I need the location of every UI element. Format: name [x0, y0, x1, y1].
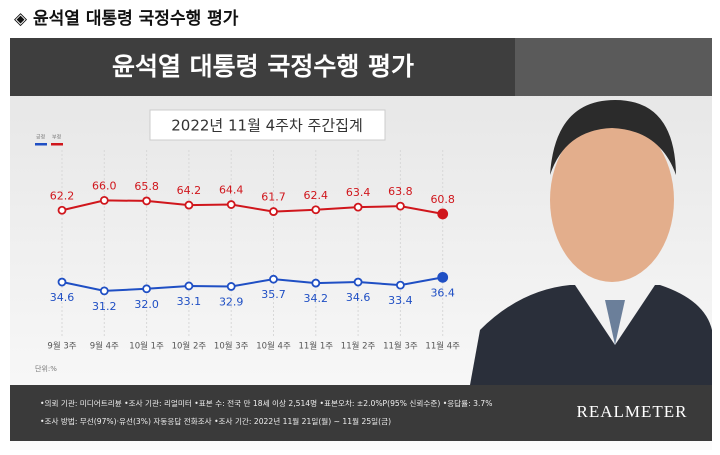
series-line	[61, 276, 443, 292]
point	[269, 274, 278, 284]
point	[269, 207, 278, 216]
point	[437, 208, 449, 220]
x-tick-label: 10월 1주	[129, 341, 164, 352]
x-tick-label: 11월 4주	[425, 341, 460, 352]
point	[226, 282, 236, 291]
title-band-right	[515, 38, 712, 96]
value-label: 31.2	[92, 300, 117, 313]
x-tick-label: 10월 3주	[214, 341, 249, 352]
value-label: 32.9	[219, 295, 244, 308]
x-tick-label: 11월 3주	[383, 341, 418, 352]
footer-band	[10, 385, 712, 441]
point	[311, 278, 321, 288]
footer-note: •의뢰 기관: 미디어트리뷴 •조사 기관: 리얼미터 •표본 수: 전국 만 …	[40, 398, 492, 408]
page-heading: ◈ 윤석열 대통령 국정수행 평가	[14, 8, 239, 29]
point	[57, 205, 67, 215]
point	[395, 201, 405, 211]
value-label: 63.8	[388, 185, 413, 198]
point	[57, 277, 67, 287]
value-label: 66.0	[92, 179, 117, 192]
x-tick-label: 10월 4주	[256, 341, 291, 352]
point	[99, 195, 109, 205]
value-label: 35.7	[261, 288, 286, 301]
value-label: 34.6	[346, 291, 371, 304]
point	[353, 277, 363, 287]
x-tick-label: 11월 1주	[299, 341, 334, 352]
value-label: 33.4	[388, 294, 413, 307]
value-label: 62.2	[50, 189, 75, 202]
point	[184, 281, 194, 291]
footer-note: •조사 방법: 무선(97%)·유선(3%) 자동응답 전화조사 •조사 기간:…	[40, 416, 391, 426]
value-label: 63.4	[346, 186, 371, 199]
value-label: 33.1	[177, 295, 202, 308]
value-label: 64.2	[177, 184, 202, 197]
value-label: 32.0	[134, 298, 159, 311]
portrait	[470, 100, 712, 385]
point	[99, 286, 109, 296]
value-label: 36.4	[430, 286, 455, 299]
brand: REALMETER	[577, 402, 688, 421]
point	[437, 271, 449, 283]
legend-label: 부정	[52, 134, 61, 141]
point	[142, 284, 152, 294]
x-tick-label: 9월 3주	[47, 341, 76, 352]
value-label: 64.4	[219, 184, 244, 197]
point	[311, 205, 321, 215]
unit-label: 단위:%	[35, 364, 57, 373]
legend-label: 긍정	[36, 134, 45, 141]
point	[142, 196, 152, 206]
point	[184, 200, 194, 210]
legend-swatch	[51, 143, 63, 146]
series-line	[61, 199, 443, 215]
x-tick-label: 10월 2주	[172, 341, 207, 352]
subtitle: 2022년 11월 4주차 주간집계	[171, 117, 363, 135]
subtitle-box	[149, 109, 386, 141]
point	[226, 200, 236, 209]
value-label: 60.8	[430, 193, 455, 206]
value-label: 61.7	[261, 191, 286, 204]
legend-swatch	[35, 143, 47, 146]
value-label: 62.4	[304, 189, 329, 202]
x-tick-label: 11월 2주	[341, 341, 376, 352]
value-label: 65.8	[134, 180, 159, 193]
point	[395, 280, 405, 290]
value-label: 34.6	[50, 291, 75, 304]
point	[353, 202, 363, 212]
chart-title: 윤석열 대통령 국정수행 평가	[112, 52, 414, 81]
x-tick-label: 9월 4주	[90, 341, 119, 352]
value-label: 34.2	[304, 292, 329, 305]
title-band	[10, 38, 515, 96]
